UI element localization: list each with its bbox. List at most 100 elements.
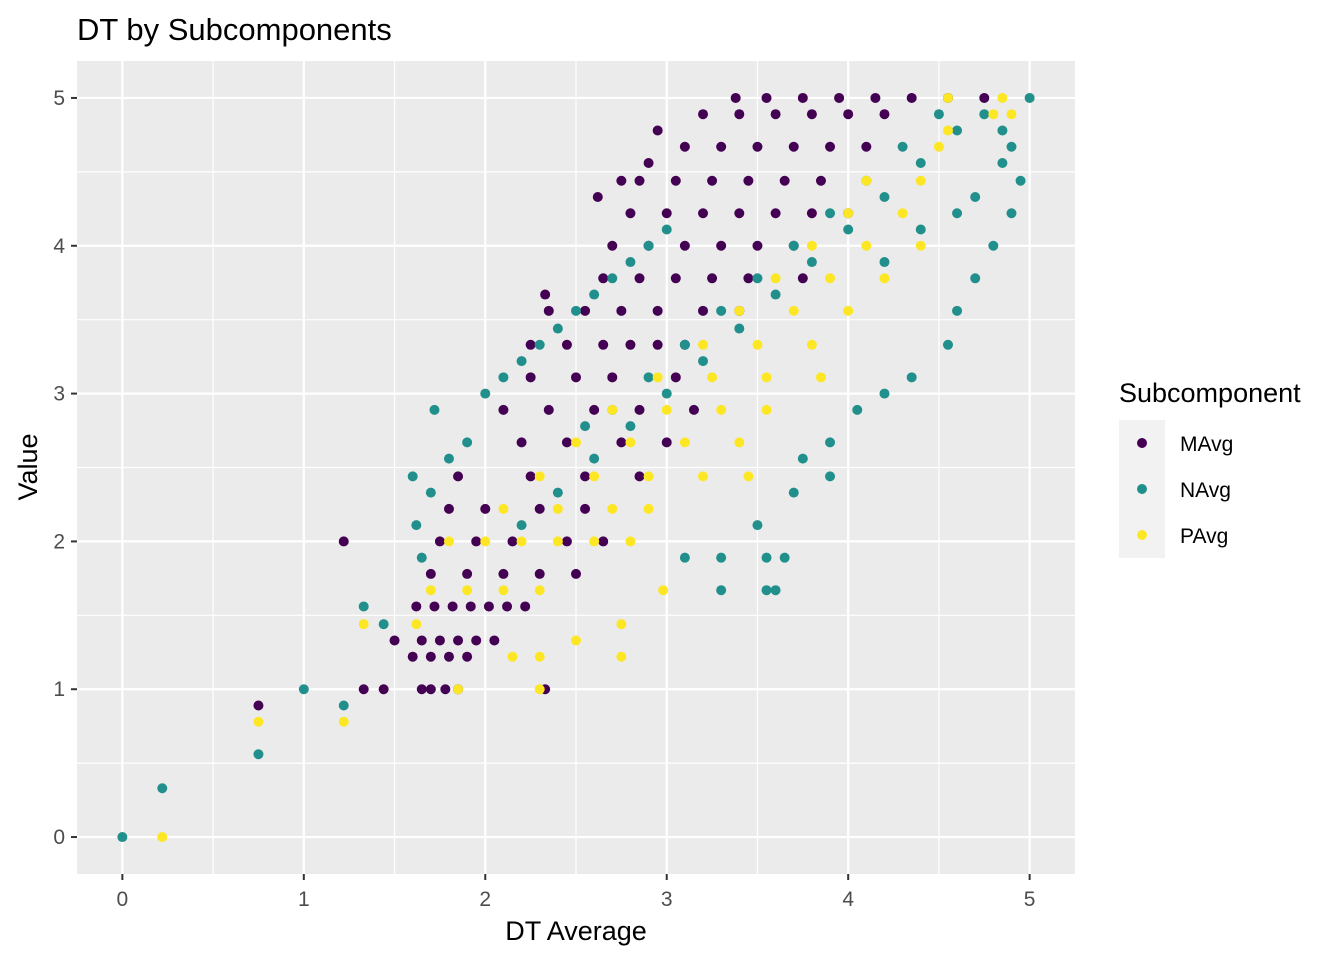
data-point-mavg	[834, 92, 845, 103]
data-point-mavg	[698, 208, 709, 219]
data-point-pavg	[571, 437, 581, 448]
data-point-mavg	[761, 92, 772, 103]
data-point-navg	[416, 552, 427, 563]
data-point-navg	[761, 585, 772, 596]
data-point-navg	[679, 552, 690, 563]
data-point-pavg	[915, 240, 926, 251]
y-tick-label: 4	[53, 235, 65, 258]
data-point-navg	[979, 109, 990, 120]
data-point-navg	[843, 224, 854, 235]
y-axis-title: Value	[13, 433, 43, 500]
data-point-mavg	[338, 536, 349, 547]
data-point-mavg	[679, 240, 690, 251]
data-point-mavg	[616, 175, 627, 186]
data-point-mavg	[540, 289, 551, 300]
data-point-mavg	[443, 651, 454, 662]
data-point-mavg	[502, 601, 513, 612]
data-point-pavg	[770, 273, 781, 284]
data-point-mavg	[462, 651, 473, 662]
data-point-mavg	[625, 208, 636, 219]
y-tick-label: 2	[53, 530, 65, 553]
data-point-mavg	[607, 372, 618, 383]
data-point-pavg	[480, 536, 491, 547]
data-point-navg	[462, 437, 473, 448]
x-tick-label: 1	[298, 888, 310, 911]
legend-key-mavg	[1137, 438, 1147, 448]
data-point-mavg	[407, 651, 418, 662]
data-point-navg	[897, 141, 908, 152]
data-point-mavg	[634, 273, 645, 284]
data-point-navg	[643, 372, 654, 383]
data-point-mavg	[598, 273, 609, 284]
data-point-navg	[698, 356, 709, 367]
data-point-pavg	[589, 536, 600, 547]
data-point-pavg	[652, 372, 663, 383]
data-point-mavg	[453, 471, 464, 482]
data-point-navg	[997, 125, 1008, 136]
data-point-navg	[825, 437, 836, 448]
data-point-pavg	[707, 372, 718, 383]
data-point-navg	[716, 552, 727, 563]
data-point-mavg	[598, 339, 609, 350]
data-point-mavg	[906, 92, 917, 103]
data-point-mavg	[634, 404, 645, 415]
data-point-mavg	[571, 568, 581, 579]
data-point-mavg	[416, 684, 427, 695]
data-point-pavg	[534, 471, 545, 482]
data-point-pavg	[988, 109, 999, 120]
data-point-navg	[752, 273, 763, 284]
data-point-navg	[752, 520, 763, 531]
data-point-mavg	[752, 141, 763, 152]
data-point-pavg	[843, 208, 854, 219]
data-point-mavg	[670, 175, 681, 186]
minor-gridlines	[77, 61, 1075, 874]
data-point-mavg	[378, 684, 389, 695]
data-point-pavg	[552, 503, 563, 514]
y-tick-label: 0	[53, 826, 65, 849]
data-point-pavg	[411, 619, 422, 630]
data-point-mavg	[661, 208, 672, 219]
data-point-mavg	[652, 125, 663, 136]
data-point-mavg	[770, 109, 781, 120]
data-point-navg	[879, 257, 890, 268]
data-point-mavg	[425, 568, 436, 579]
y-tick-label: 1	[53, 678, 65, 701]
legend-label-mavg: MAvg	[1180, 433, 1233, 456]
data-point-mavg	[806, 109, 817, 120]
data-point-navg	[443, 453, 454, 464]
data-point-mavg	[507, 536, 518, 547]
data-point-pavg	[534, 684, 545, 695]
data-point-mavg	[779, 175, 790, 186]
data-point-mavg	[447, 601, 458, 612]
data-point-pavg	[698, 339, 709, 350]
data-point-navg	[552, 323, 563, 334]
major-gridlines	[77, 61, 1075, 874]
data-point-mavg	[716, 141, 727, 152]
data-point-mavg	[520, 601, 531, 612]
data-point-mavg	[543, 305, 554, 316]
data-point-pavg	[338, 716, 349, 727]
x-axis-ticks: 0 1 2 3 4 5	[117, 874, 1035, 911]
data-point-navg	[797, 453, 808, 464]
data-point-mavg	[389, 635, 400, 646]
x-axis-title: DT Average	[505, 916, 647, 946]
data-point-pavg	[761, 404, 772, 415]
data-point-mavg	[634, 175, 645, 186]
data-point-navg	[534, 339, 545, 350]
legend-key-navg	[1137, 484, 1147, 494]
data-point-mavg	[543, 404, 554, 415]
data-point-mavg	[434, 635, 445, 646]
data-point-navg	[716, 305, 727, 316]
data-point-navg	[942, 339, 953, 350]
x-tick-label: 4	[842, 888, 854, 911]
data-point-pavg	[643, 503, 654, 514]
data-point-pavg	[815, 372, 826, 383]
data-point-mavg	[561, 339, 572, 350]
data-point-mavg	[429, 601, 440, 612]
data-point-navg	[589, 289, 600, 300]
data-point-navg	[779, 552, 790, 563]
y-tick-label: 3	[53, 383, 65, 406]
data-point-pavg	[788, 305, 799, 316]
data-point-mavg	[661, 437, 672, 448]
data-point-pavg	[358, 619, 369, 630]
